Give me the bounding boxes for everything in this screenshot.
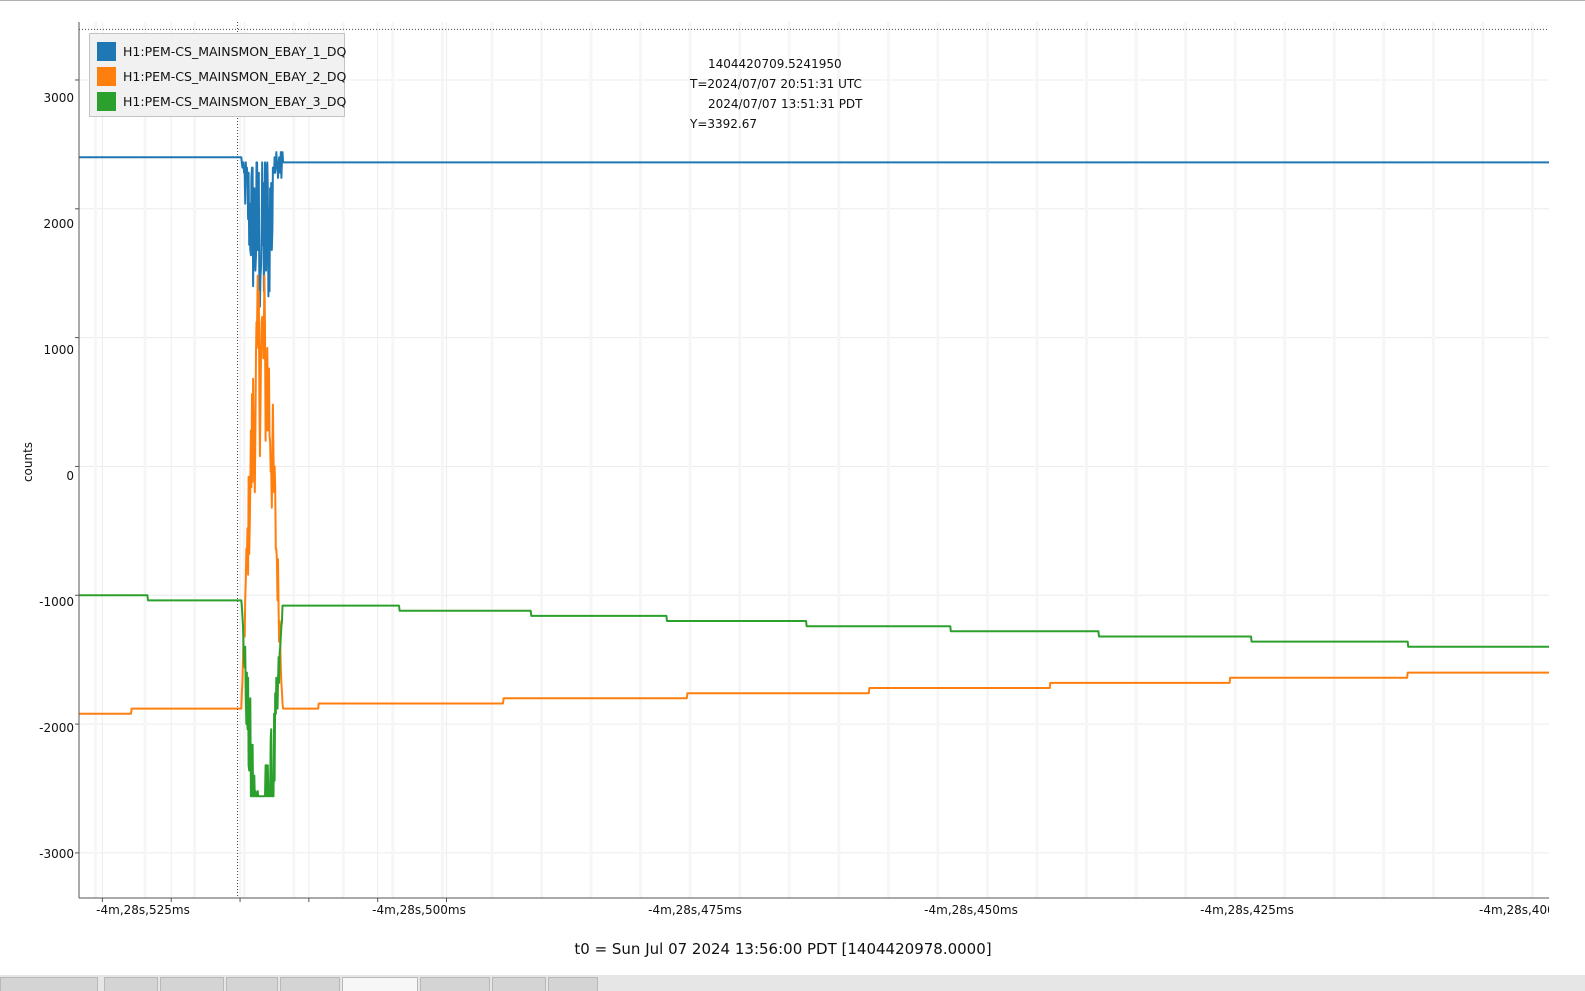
top-border [0, 0, 1585, 1]
series-line-3 [78, 594, 1550, 798]
legend-label-3: H1:PEM-CS_MAINSMON_EBAY_3_DQ [123, 93, 347, 109]
legend-swatch-3 [97, 91, 116, 111]
y-axis-label: counts [21, 441, 35, 483]
y-tick-label: 0 [66, 469, 74, 483]
bottom-tab-bar [0, 975, 1585, 991]
legend: H1:PEM-CS_MAINSMON_EBAY_1_DQ H1:PEM-CS_M… [89, 33, 346, 117]
series-layer [78, 151, 1550, 798]
legend-item: H1:PEM-CS_MAINSMON_EBAY_2_DQ [97, 66, 346, 86]
cursor-y: Y=3392.67 [690, 117, 758, 131]
legend-item: H1:PEM-CS_MAINSMON_EBAY_1_DQ [97, 41, 346, 61]
x-tick-label: -4m,28s,500ms [372, 903, 466, 917]
y-tick-label: -1000 [39, 595, 74, 609]
cursor-crosshair [79, 22, 1549, 898]
cursor-utc: T=2024/07/07 20:51:31 UTC [690, 77, 862, 91]
cursor-gps: 1404420709.5241950 [708, 57, 842, 71]
x-tick-label: -4m,28s,450ms [924, 903, 1018, 917]
legend-swatch-1 [97, 41, 116, 61]
y-tick-label: -3000 [39, 847, 74, 861]
x-tick-label: -4m,28s,475ms [648, 903, 742, 917]
tab[interactable] [342, 977, 418, 991]
tab[interactable] [280, 977, 340, 991]
y-tick-label: 3000 [43, 91, 74, 105]
x-axis-label: t0 = Sun Jul 07 2024 13:56:00 PDT [14044… [574, 940, 992, 958]
y-tick-label: 1000 [43, 343, 74, 357]
series-line-2 [78, 274, 1550, 715]
plot-area [79, 22, 1549, 898]
legend-item: H1:PEM-CS_MAINSMON_EBAY_3_DQ [97, 91, 346, 111]
y-tick-label: 2000 [43, 217, 74, 231]
cursor-readout: 1404420709.5241950 T=2024/07/07 20:51:31… [690, 54, 863, 134]
legend-swatch-2 [97, 66, 116, 86]
axes [75, 22, 1549, 902]
tab[interactable] [548, 977, 598, 991]
tab[interactable] [104, 977, 158, 991]
tab[interactable] [160, 977, 224, 991]
y-tick-label: -2000 [39, 721, 74, 735]
tab[interactable] [420, 977, 490, 991]
x-tick-label: -4m,28s,525ms [96, 903, 190, 917]
grid [79, 22, 1549, 898]
tab[interactable] [226, 977, 278, 991]
legend-label-1: H1:PEM-CS_MAINSMON_EBAY_1_DQ [123, 43, 347, 59]
x-tick-label: -4m,28s,400ms [1479, 903, 1549, 917]
tab[interactable] [0, 977, 98, 991]
tab[interactable] [492, 977, 546, 991]
cursor-local: 2024/07/07 13:51:31 PDT [708, 97, 863, 111]
x-tick-label: -4m,28s,425ms [1200, 903, 1294, 917]
legend-label-2: H1:PEM-CS_MAINSMON_EBAY_2_DQ [123, 68, 347, 84]
series-line-1 [78, 151, 1550, 308]
